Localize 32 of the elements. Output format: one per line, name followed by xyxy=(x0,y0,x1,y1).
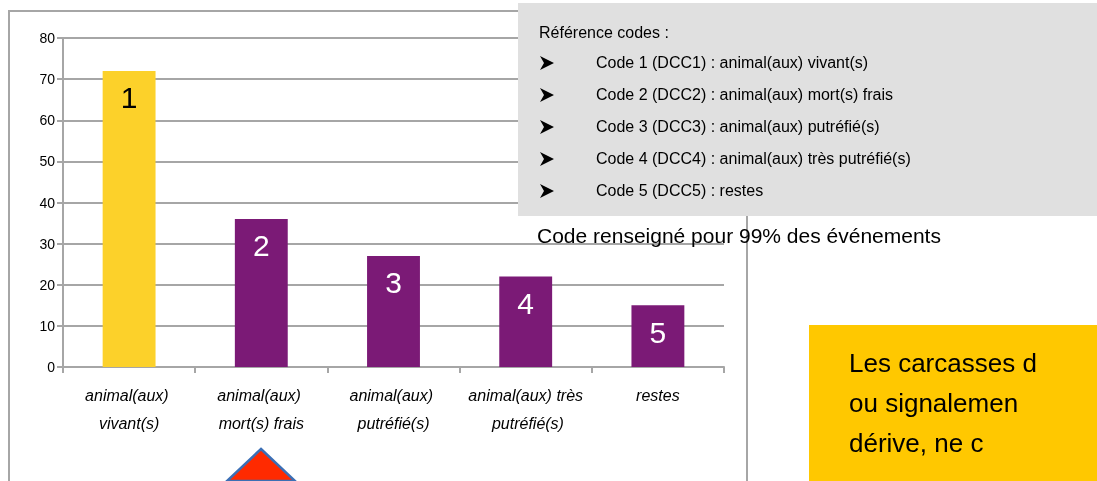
y-tick-label: 10 xyxy=(39,317,56,334)
annotation: Code 5 (DCC5) : restes xyxy=(596,181,764,201)
y-tick-label: 0 xyxy=(47,359,56,375)
annotation: Code 2 (DCC2) : animal(aux) mort(s) frais xyxy=(596,85,893,105)
annotation: Code renseigné pour 99% des événements xyxy=(537,224,941,248)
note-panel: Les carcasses d ou signalemen dérive, ne c xyxy=(809,325,1097,481)
y-tick-label: 80 xyxy=(39,30,56,46)
annotation: Code 3 (DCC3) : animal(aux) putréfié(s) xyxy=(596,117,880,137)
annotation: 5 xyxy=(649,315,667,349)
x-tick-label: animal(aux) mort(s) frais xyxy=(217,386,306,432)
y-tick-label: 20 xyxy=(39,276,56,293)
annotation: 3 xyxy=(385,266,402,300)
y-tick-label: 60 xyxy=(39,112,56,129)
annotation: Code 1 (DCC1) : animal(aux) vivant(s) xyxy=(596,53,869,73)
annotation: Référence codes : xyxy=(539,23,670,43)
annotation: 1 xyxy=(120,81,138,115)
x-tick-label: animal(aux) très putréfié(s) xyxy=(468,386,584,432)
bar xyxy=(499,276,553,367)
bar xyxy=(367,255,420,367)
bar xyxy=(234,218,288,367)
y-tick-label: 40 xyxy=(39,194,56,211)
y-tick-label: 30 xyxy=(39,235,56,252)
annotation: 4 xyxy=(517,287,535,321)
x-tick-label: animal(aux) putréfié(s) xyxy=(349,386,438,432)
x-tick-label: animal(aux) vivant(s) xyxy=(85,386,174,432)
annotation: 2 xyxy=(252,229,270,263)
x-tick-label: restes xyxy=(636,386,680,404)
annotation: Code 4 (DCC4) : animal(aux) très putréfié(s) xyxy=(596,149,911,169)
y-tick-label: 50 xyxy=(39,153,56,170)
bar xyxy=(631,305,685,367)
bar xyxy=(102,70,156,367)
y-tick-label: 70 xyxy=(39,71,56,88)
